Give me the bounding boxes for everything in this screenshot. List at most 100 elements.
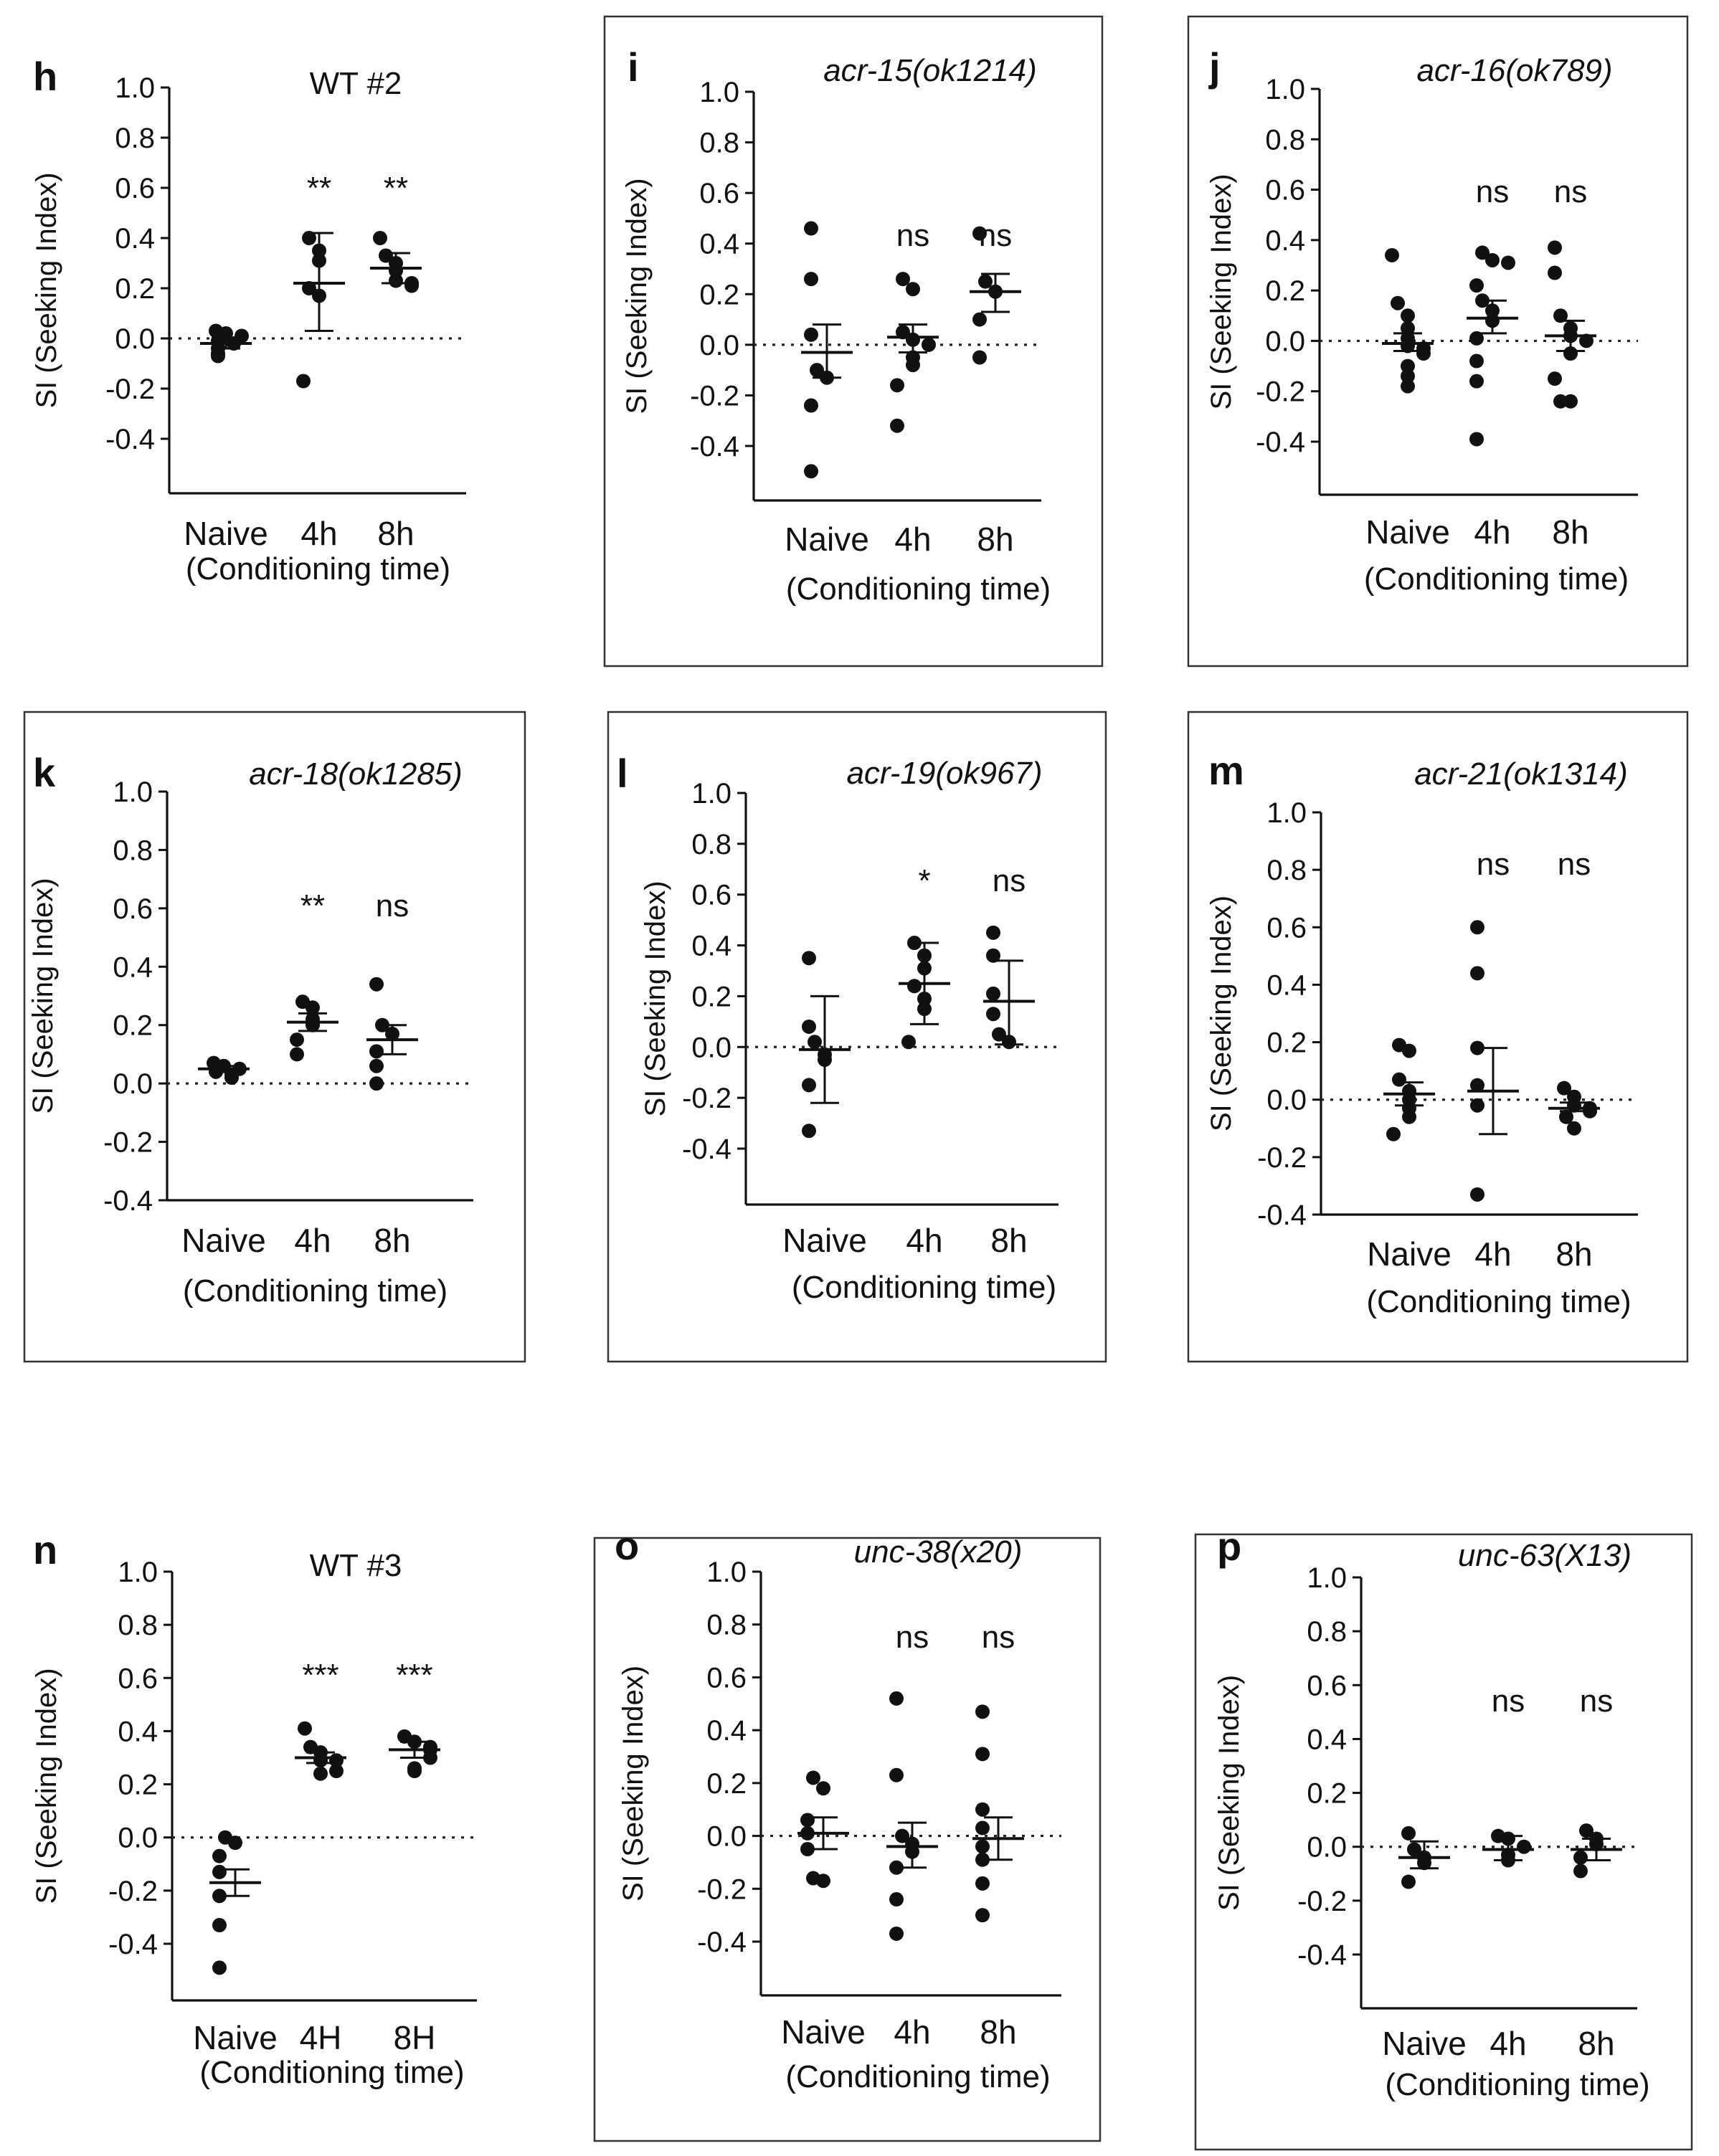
x-category-label: 8H	[394, 2019, 436, 2056]
y-tick-label: -0.4	[105, 424, 155, 455]
panel-i: i acr-15(ok1214) 1.0 0.8 0.6 0.4 0.2 0.0 -0.2 -0.…	[603, 15, 1104, 668]
panel-title: acr-16(ok789)	[1416, 53, 1612, 88]
panel-letter: p	[1217, 1524, 1241, 1569]
y-tick-label: 0.2	[1266, 1027, 1307, 1059]
panel-title: acr-21(ok1314)	[1414, 756, 1628, 792]
significance-label: ns	[376, 888, 409, 923]
y-tick-label: 0.6	[699, 178, 739, 209]
data-point	[1469, 432, 1484, 447]
y-tick-label: 0.2	[118, 1770, 158, 1801]
x-category-label: Naive	[193, 2019, 278, 2056]
y-tick-label: -0.2	[690, 380, 739, 412]
significance-label: ns	[982, 1620, 1015, 1655]
x-axis-label: (Conditioning time)	[199, 2055, 464, 2090]
data-point	[889, 1860, 904, 1875]
data-point	[800, 1842, 815, 1856]
data-point	[1386, 1126, 1401, 1141]
panel-l: l acr-19(ok967) 1.0 0.8 0.6 0.4 0.2 0.0 -0.2 -0.4…	[607, 711, 1107, 1363]
data-point	[804, 272, 818, 287]
data-point	[975, 1908, 990, 1923]
x-category-label: 8h	[977, 521, 1013, 558]
panel-letter: o	[615, 1523, 639, 1568]
significance-label: ns	[896, 1620, 929, 1655]
y-tick-label: 0.6	[691, 880, 731, 911]
data-point	[906, 358, 920, 373]
y-tick-label: 0.0	[1307, 1832, 1347, 1863]
x-category-label: Naive	[1382, 2025, 1467, 2062]
data-point	[804, 398, 818, 413]
significance-label: ns	[1477, 847, 1510, 882]
panel-letter: l	[617, 751, 628, 796]
data-point	[1470, 1187, 1484, 1202]
y-tick-label: -0.2	[1297, 1886, 1347, 1917]
x-category-label: Naive	[785, 521, 869, 558]
x-category-label: 8h	[1555, 1235, 1592, 1273]
data-point	[1548, 240, 1562, 255]
data-point	[1402, 1043, 1416, 1058]
y-axis-label: SI (Seeking Index)	[31, 172, 62, 408]
y-axis-label: SI (Seeking Index)	[1213, 1675, 1245, 1911]
y-tick-label: 0.2	[699, 279, 739, 310]
panel-letter: j	[1208, 44, 1221, 90]
x-category-label: 4h	[1474, 513, 1510, 551]
y-tick-label: 1.0	[1266, 797, 1307, 829]
significance-label: **	[384, 171, 408, 206]
panel-letter: m	[1208, 748, 1244, 793]
panel-letter: i	[628, 44, 639, 90]
x-category-label: 4h	[894, 2013, 930, 2051]
data-point	[802, 1019, 816, 1034]
y-tick-label: 0.6	[1265, 175, 1305, 206]
data-point	[1501, 255, 1515, 270]
significance-label: ns	[1580, 1684, 1613, 1719]
data-point	[889, 1926, 904, 1941]
y-tick-label: 0.8	[1266, 855, 1307, 886]
panel-letter: k	[33, 750, 56, 795]
data-point	[212, 1848, 227, 1863]
data-point	[211, 348, 225, 364]
data-point	[804, 464, 818, 479]
data-point	[975, 1876, 990, 1891]
data-point	[1485, 252, 1500, 267]
y-tick-label: -0.4	[103, 1185, 153, 1217]
y-tick-label: 0.8	[113, 835, 153, 866]
y-axis-label: SI (Seeking Index)	[27, 878, 59, 1113]
data-point	[907, 979, 922, 994]
panel-frame	[607, 711, 1107, 1363]
data-point	[212, 1889, 227, 1904]
data-point	[901, 1035, 916, 1050]
y-tick-label: 0.8	[699, 128, 739, 159]
y-tick-label: 0.0	[699, 330, 739, 361]
y-tick-label: 1.0	[1307, 1562, 1347, 1594]
data-point	[1401, 358, 1415, 374]
y-tick-label: 0.8	[691, 829, 731, 860]
significance-label: **	[307, 171, 331, 206]
data-point	[1469, 331, 1484, 346]
data-point	[1563, 394, 1578, 409]
x-axis-label: (Conditioning time)	[1366, 1284, 1631, 1319]
data-point	[816, 1781, 830, 1796]
y-axis-label: SI (Seeking Index)	[617, 1666, 649, 1901]
data-point	[224, 1070, 239, 1085]
data-point	[922, 337, 936, 352]
data-point	[290, 1047, 304, 1062]
data-point	[306, 1000, 320, 1015]
y-tick-label: 0.8	[1265, 124, 1305, 156]
y-axis-label: SI (Seeking Index)	[621, 178, 653, 414]
data-point	[212, 1864, 227, 1879]
data-point	[1469, 353, 1484, 369]
x-category-label: 4h	[300, 515, 337, 552]
x-category-label: Naive	[781, 2013, 866, 2051]
x-category-label: 8h	[1578, 2025, 1614, 2062]
y-axis-label: SI (Seeking Index)	[1206, 174, 1237, 409]
panel-o: o unc-38(x20) 1.0 0.8 0.6 0.4 0.2 0.0 -0.2 -0.4 SI…	[593, 1523, 1102, 2142]
data-point	[810, 363, 824, 378]
data-point	[972, 350, 987, 365]
y-tick-label: -0.4	[108, 1929, 158, 1960]
x-category-label: 4h	[894, 521, 931, 558]
data-point	[1548, 265, 1562, 280]
data-point	[975, 1820, 990, 1836]
y-tick-label: -0.4	[690, 431, 739, 462]
panel-title: unc-63(X13)	[1458, 1538, 1632, 1573]
x-category-label: Naive	[184, 515, 268, 552]
